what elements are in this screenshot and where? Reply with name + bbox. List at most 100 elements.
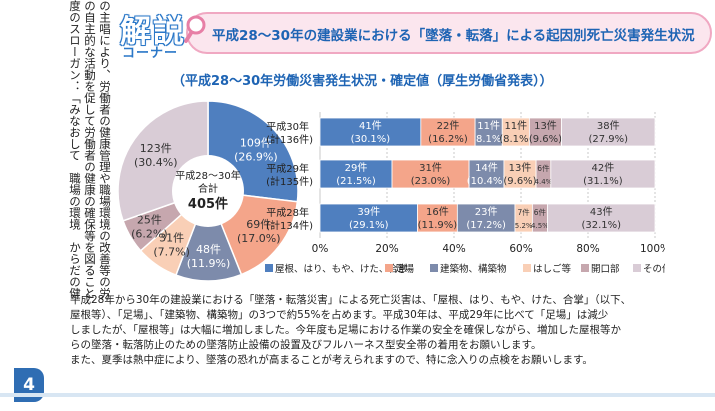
bar-pct-1-5: (9.6%) [529,134,562,145]
paragraph-line-1: 平成28年から30年の建設業における「墜落・転落災害」による死亡災害は、「屋根、… [70,294,632,306]
bar-row-label-2: 平成29年 [266,162,309,175]
bar-count-2-5: 6件 [537,163,550,173]
bar-segment-1-6 [561,117,656,147]
bar-segment-2-4 [503,159,537,189]
bar-row-label-3: 平成28年 [266,206,309,219]
bar-segment-3-1 [319,203,418,233]
bar-count-1-4: 11件 [504,120,527,132]
bar-segment-1-2 [420,117,476,147]
bar-segment-2-3 [468,159,505,189]
vertical-text-line-3: 度のスローガン：「みなおして 職場の環境 からだの健康」 [68,0,82,300]
pie-count-label-4: 31件 [159,232,184,245]
title-banner [186,12,712,54]
bar-pct-3-2: (11.9%) [418,220,458,231]
pie-center-hole [172,155,244,227]
x-tick-label-4: 80% [576,243,599,255]
pie-pct-label-4: (7.7%) [153,246,190,259]
bar-pct-3-6: (32.1%) [581,220,621,231]
bar-segment-3-6 [547,203,656,233]
pie-pct-label-5: (6.2%) [131,227,168,240]
x-tick-label-1: 20% [375,243,398,255]
bar-segment-3-2 [417,203,458,233]
paragraph-line-2: 屋根等）、「足場」、「建築物、構築物」の3つで約55%を占めます。平成30年は、… [70,309,609,321]
bar-count-2-4: 13件 [509,162,532,174]
bar-pct-2-1: (21.5%) [336,176,376,187]
bar-segment-2-2 [391,159,470,189]
bar-row-total-3: (計134件) [266,219,313,232]
legend-label-1: 屋根、はり、もや、けた、合掌 [275,263,407,275]
bar-count-2-1: 29件 [345,162,368,174]
kaisetsu-badge: 解説 [120,14,186,50]
pie-chart: 109件(26.9%) 69件(17.0%) 48件(11.9%)31件(7.7%)… [117,100,299,282]
pie-count-label-1: 109件 [240,137,272,150]
x-tick-label-5: 100% [640,243,665,255]
paragraph-line-5: また、夏季は熱中症により、墜落の恐れが高まることが考えられますので、特に念入りの… [70,354,593,366]
pie-center-total: 405件 [188,196,228,212]
bar-count-3-1: 39件 [357,206,380,218]
bar-segment-2-6 [550,159,656,189]
bar-count-1-6: 38件 [597,120,620,132]
bar-pct-1-4: (8.1%) [499,134,532,145]
bar-pct-3-3: (17.2%) [466,220,506,231]
bar-pct-3-4: 5.2% [515,222,533,230]
legend-label-2: 足場 [395,263,415,275]
legend-swatch-3 [430,264,438,272]
magnifier-icon [184,15,206,43]
legend-label-6: その他 [643,263,665,275]
vertical-text-line-1: の主唱により、労働者の健康管理や職場環境の改善等の労働衛生に関する [98,0,112,300]
pie-count-label-3: 48件 [196,243,221,256]
pie-count-label-5: 25件 [137,213,162,226]
bar-pct-3-1: (29.1%) [349,220,389,231]
bar-pct-2-2: (23.0%) [411,176,451,187]
pie-pct-label-3: (11.9%) [187,257,231,270]
bar-pct-1-6: (27.9%) [588,134,628,145]
bar-segment-1-1 [319,117,422,147]
x-tick-label-3: 60% [509,243,532,255]
pie-count-label-2: 69件 [246,218,271,231]
bar-pct-1-1: (30.1%) [351,134,391,145]
explanation-paragraph: 平成28年から30年の建設業における「墜落・転落災害」による死亡災害は、「屋根、… [70,293,710,368]
bar-row-total-1: (計136件) [266,133,313,146]
pie-center-label-2: 合計 [198,182,218,195]
vertical-text-line-2: の自主的な活動を促して労働者の健康の確保等を図ることを目的として、 [83,0,97,300]
corner-badge: コーナー [122,46,179,61]
pie-center-label-1: 平成28～30年 [175,169,240,182]
pie-pct-label-1: (26.9%) [234,151,278,164]
bar-count-2-3: 14件 [475,162,498,174]
legend-swatch-4 [523,264,531,272]
bar-pct-2-3: (10.4%) [467,176,507,187]
legend-label-4: はしご等 [533,263,572,275]
bar-count-1-1: 41件 [359,120,382,132]
bar-pct-2-5: 4.4% [535,178,553,186]
bar-count-3-5: 6件 [534,207,547,217]
bar-count-2-6: 42件 [592,162,615,174]
bar-count-1-5: 13件 [534,120,557,132]
header-title: 平成28～30年の建設業における「墜落・転落」による起因別死亡災害発生状況 [212,28,695,44]
legend-swatch-2 [385,264,393,272]
bar-pct-3-5: 4.5% [531,222,549,230]
legend-swatch-5 [581,264,589,272]
legend-label-5: 開口部 [591,263,620,275]
bar-pct-1-3: 8.1% [476,134,501,145]
x-tick-label-2: 40% [442,243,465,255]
bar-segment-3-3 [456,203,516,233]
stacked-bar-chart: 0% 20% 40% 60% 80% 100% 平成30年(計136件) 41件 (30.1%)… [265,112,665,275]
chart-subtitle: （平成28～30年労働災害発生状況・確定値（厚生労働省発表）） [172,74,553,89]
x-tick-label-0: 0% [312,243,329,255]
left-vertical-text: の主唱により、労働者の健康管理や職場環境の改善等の労働衛生に関する の自主的な活… [0,0,112,300]
bar-count-2-2: 31件 [419,162,442,174]
pie-count-label-6: 123件 [140,142,172,155]
bar-count-3-2: 16件 [426,206,449,218]
pie-pct-label-2: (17.0%) [237,232,281,245]
bar-segment-2-1 [319,159,393,189]
section-header: 解説 コーナー 平成28～30年の建設業における「墜落・転落」による起因別死亡災… [120,4,712,62]
bar-count-3-6: 43件 [590,206,613,218]
bar-pct-2-4: (9.6%) [503,176,536,187]
bar-pct-2-6: (31.1%) [583,176,623,187]
bar-row-total-2: (計135件) [266,175,313,188]
bar-count-1-3: 11件 [477,120,500,132]
bar-count-1-2: 22件 [437,120,460,132]
legend-swatch-1 [265,264,273,272]
bar-row-label-1: 平成30年 [266,120,309,133]
bar-count-3-3: 23件 [475,206,498,218]
